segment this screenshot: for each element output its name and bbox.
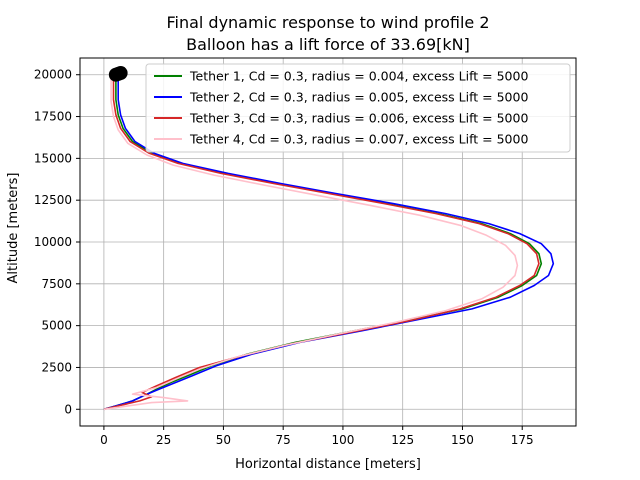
x-tick-label: 175	[511, 433, 534, 447]
balloon-marker-3	[113, 66, 128, 81]
x-tick-label: 100	[331, 433, 354, 447]
y-tick-label: 17500	[34, 110, 72, 124]
x-tick-label: 150	[451, 433, 474, 447]
legend-label-2: Tether 2, Cd = 0.3, radius = 0.005, exce…	[189, 90, 528, 105]
y-tick-label: 15000	[34, 151, 72, 165]
series-line-2	[103, 74, 555, 411]
series-layer	[103, 74, 555, 411]
x-tick-label: 125	[391, 433, 414, 447]
legend-label-1: Tether 1, Cd = 0.3, radius = 0.004, exce…	[189, 69, 528, 84]
legend: Tether 1, Cd = 0.3, radius = 0.004, exce…	[145, 63, 571, 153]
y-tick-label: 5000	[41, 319, 72, 333]
y-tick-label: 10000	[34, 235, 72, 249]
x-tick-label: 75	[276, 433, 291, 447]
chart-subtitle: Balloon has a lift force of 33.69[kN]	[186, 35, 470, 54]
x-tick-label: 25	[156, 433, 171, 447]
legend-box	[145, 63, 571, 153]
y-tick-label: 12500	[34, 193, 72, 207]
x-axis: 0 25 50 75 100 125 150 175	[100, 426, 534, 447]
balloon-layer	[108, 66, 128, 82]
x-tick-label: 0	[100, 433, 108, 447]
y-tick-label: 7500	[41, 277, 72, 291]
x-tick-label: 50	[216, 433, 231, 447]
legend-label-3: Tether 3, Cd = 0.3, radius = 0.006, exce…	[189, 111, 528, 126]
x-axis-label: Horizontal distance [meters]	[235, 457, 421, 472]
legend-label-4: Tether 4, Cd = 0.3, radius = 0.007, exce…	[189, 132, 528, 147]
series-line-4	[103, 74, 519, 411]
chart-title: Final dynamic response to wind profile 2	[166, 13, 489, 32]
y-axis: 0 2500 5000 7500 10000 12500 15000 17500 20000	[34, 68, 80, 416]
series-line-3	[103, 74, 540, 411]
y-tick-label: 20000	[34, 68, 72, 82]
y-tick-label: 2500	[41, 360, 72, 374]
y-tick-label: 0	[64, 402, 72, 416]
y-axis-label: Altitude [meters]	[6, 173, 21, 284]
